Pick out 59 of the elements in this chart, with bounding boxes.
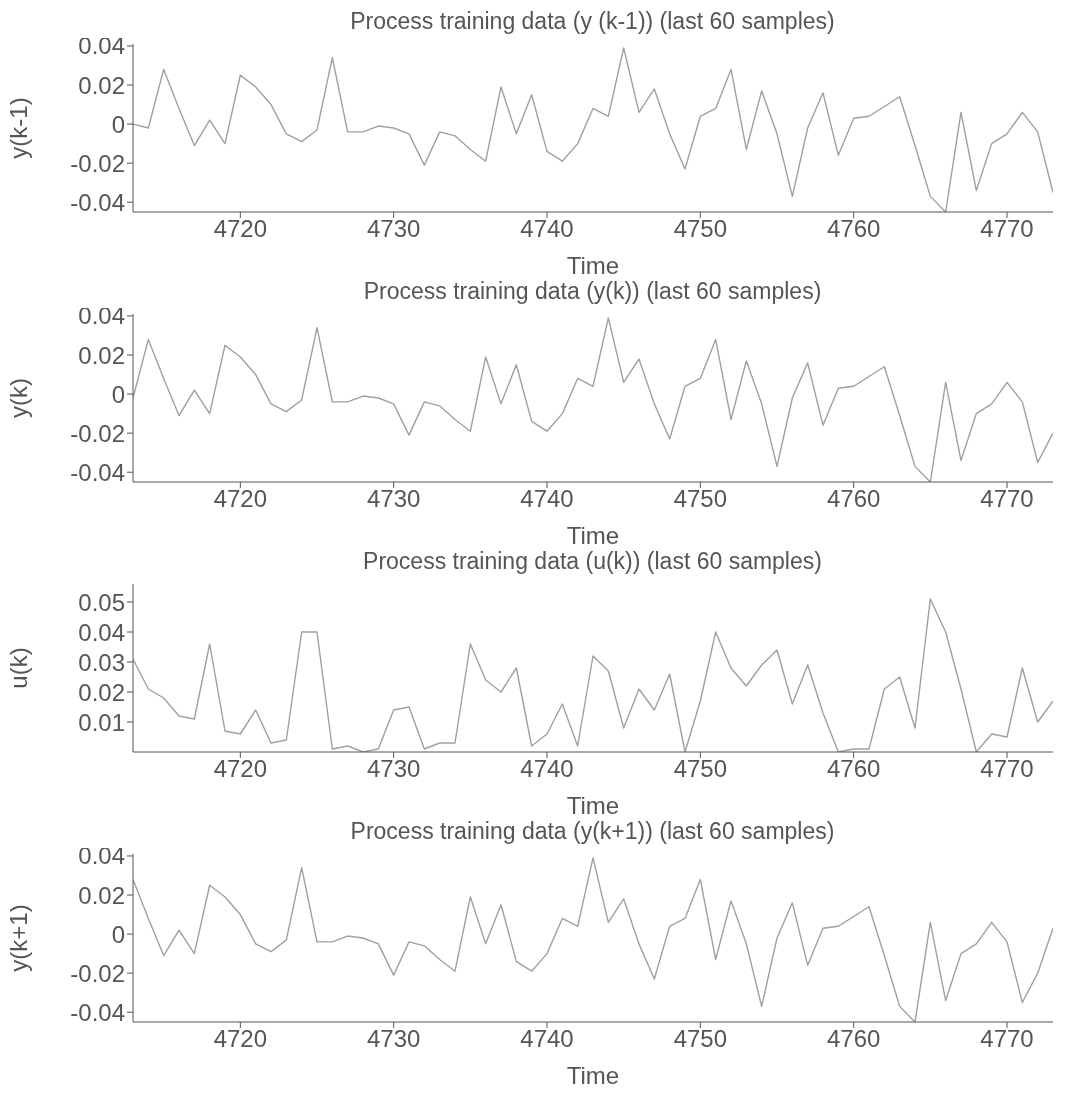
x-tick-label: 4730 bbox=[366, 215, 421, 243]
x-tick-label: 4740 bbox=[520, 1025, 574, 1053]
y-tick-label: 0 bbox=[111, 920, 125, 948]
x-tick-label: 4730 bbox=[366, 755, 421, 783]
x-tick-label: 4720 bbox=[213, 755, 268, 783]
x-tick-label: 4740 bbox=[520, 215, 574, 243]
y-tick-label: 0.04 bbox=[78, 842, 125, 870]
chart-title: Process training data (y(k+1)) (last 60 samples) bbox=[350, 818, 835, 844]
line-series bbox=[133, 47, 1053, 212]
chart-title: Process training data (y (k-1)) (last 60 samples) bbox=[350, 8, 835, 34]
y-tick-label: -0.02 bbox=[70, 419, 125, 447]
y-tick-label: 0.04 bbox=[78, 32, 125, 60]
x-tick-label: 4720 bbox=[213, 485, 268, 513]
x-axis-title: Time bbox=[566, 1062, 620, 1089]
y-tick-label: 0.02 bbox=[78, 71, 125, 99]
y-tick-label: 0.04 bbox=[78, 302, 125, 330]
y-axis-title: y(k) bbox=[4, 378, 32, 418]
x-tick-label: 4770 bbox=[980, 485, 1034, 513]
x-tick-label: 4760 bbox=[826, 485, 881, 513]
line-series bbox=[133, 857, 1053, 1022]
x-tick-label: 4720 bbox=[213, 215, 268, 243]
x-tick-label: 4730 bbox=[366, 1025, 421, 1053]
x-axis-title: Time bbox=[566, 522, 620, 549]
x-tick-label: 4740 bbox=[520, 485, 574, 513]
y-tick-label: 0.02 bbox=[78, 881, 125, 909]
y-tick-label: 0.01 bbox=[78, 708, 125, 736]
x-tick-label: 4770 bbox=[980, 755, 1034, 783]
y-axis-title: u(k) bbox=[4, 647, 32, 689]
y-tick-label: -0.04 bbox=[70, 998, 125, 1026]
x-tick-label: 4750 bbox=[673, 485, 728, 513]
y-tick-label: 0.05 bbox=[78, 588, 125, 616]
x-tick-label: 4760 bbox=[826, 215, 881, 243]
y-axis-title: y(k-1) bbox=[4, 97, 32, 159]
chart-title: Process training data (y(k)) (last 60 samples) bbox=[363, 278, 822, 304]
y-tick-label: 0.02 bbox=[78, 341, 125, 369]
x-tick-label: 4750 bbox=[673, 755, 728, 783]
line-series bbox=[133, 317, 1053, 482]
x-tick-label: 4770 bbox=[980, 1025, 1034, 1053]
x-tick-label: 4740 bbox=[520, 755, 574, 783]
x-tick-label: 4720 bbox=[213, 1025, 268, 1053]
y-tick-label: -0.02 bbox=[70, 149, 125, 177]
x-tick-label: 4770 bbox=[980, 215, 1034, 243]
x-tick-label: 4760 bbox=[826, 1025, 881, 1053]
y-tick-label: -0.04 bbox=[70, 188, 125, 216]
y-tick-label: 0 bbox=[111, 110, 125, 138]
y-tick-label: 0.03 bbox=[78, 648, 125, 676]
chart-title: Process training data (u(k)) (last 60 samples) bbox=[362, 548, 823, 576]
x-axis-title: Time bbox=[566, 792, 620, 819]
x-axis-title: Time bbox=[566, 252, 620, 279]
x-tick-label: 4730 bbox=[366, 485, 421, 513]
x-tick-label: 4750 bbox=[673, 1025, 728, 1053]
y-axis-title: y(k+1) bbox=[4, 904, 32, 972]
y-tick-label: -0.02 bbox=[70, 959, 125, 987]
x-tick-label: 4760 bbox=[826, 755, 881, 783]
x-tick-label: 4750 bbox=[673, 215, 728, 243]
y-tick-label: -0.04 bbox=[70, 458, 125, 486]
y-tick-label: 0 bbox=[111, 380, 125, 408]
y-tick-label: 0.04 bbox=[78, 618, 125, 646]
y-tick-label: 0.02 bbox=[78, 678, 125, 706]
